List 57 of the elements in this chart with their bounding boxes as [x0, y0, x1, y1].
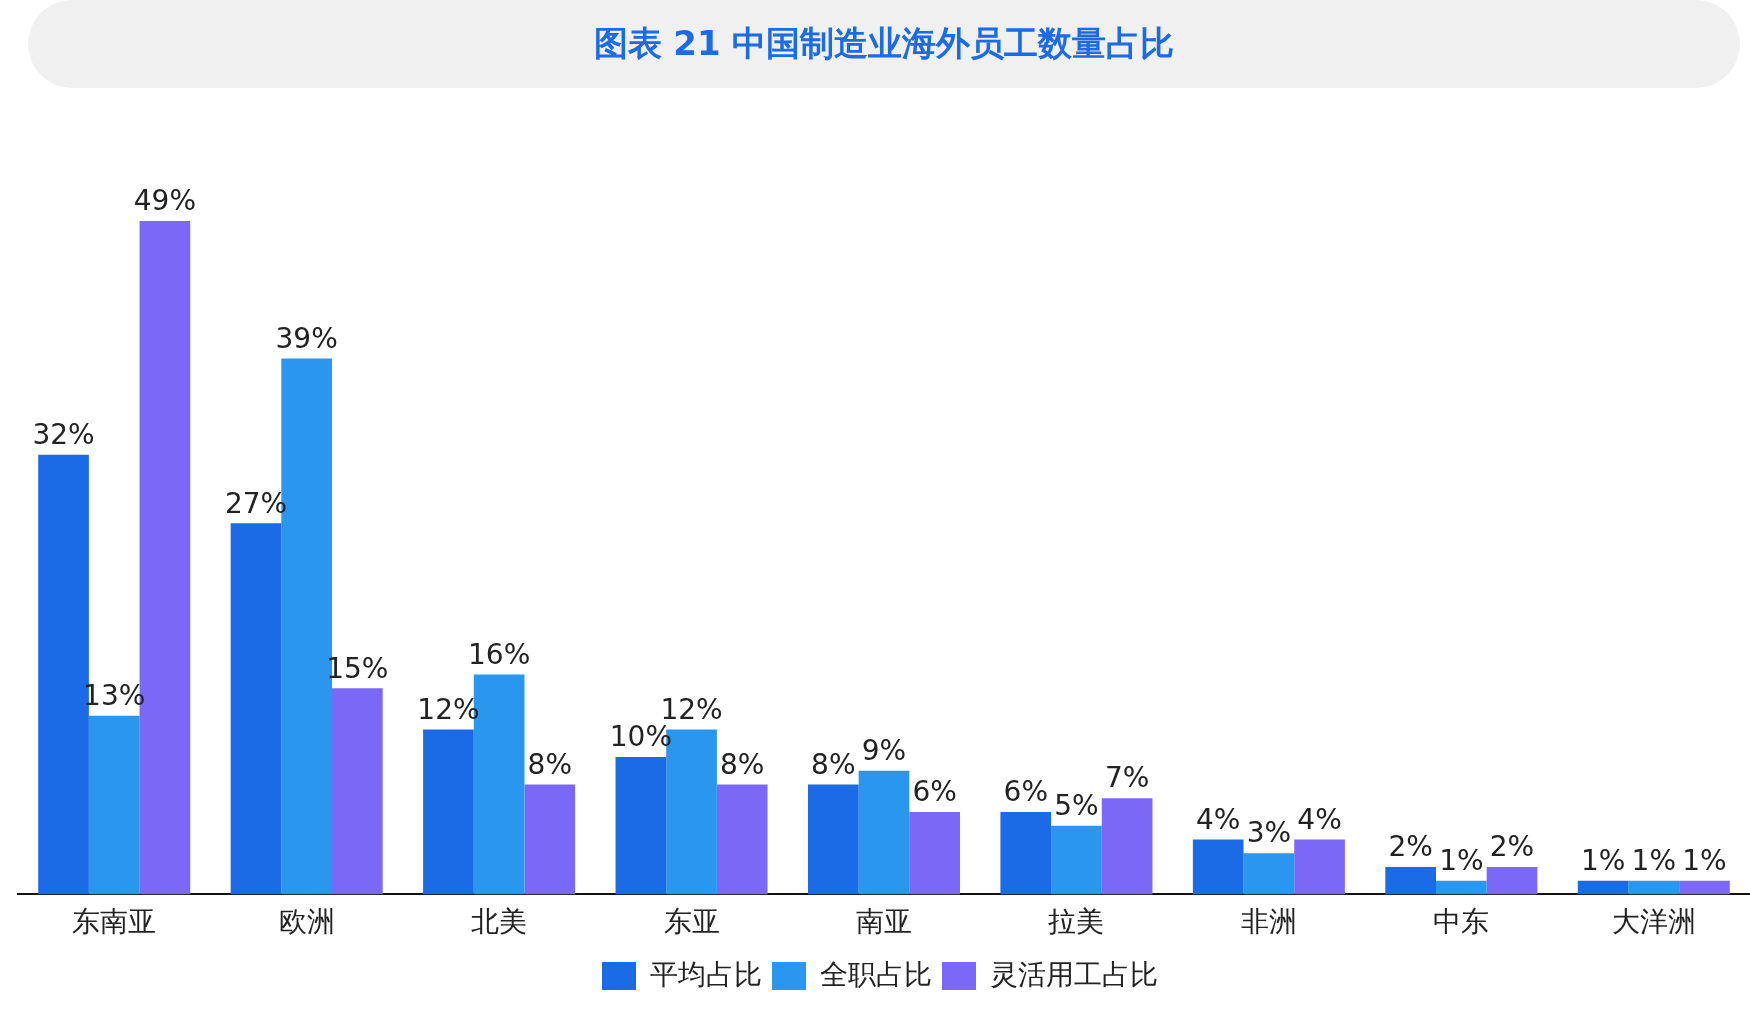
data-label: 1%: [1631, 843, 1676, 877]
data-label: 8%: [720, 747, 765, 781]
bar: [1577, 880, 1629, 895]
data-label: 6%: [912, 775, 957, 809]
bar: [1101, 798, 1153, 895]
data-label: 3%: [1246, 816, 1292, 850]
x-tick-label: 南亚: [856, 905, 912, 937]
bar: [423, 729, 474, 895]
bar: [230, 523, 282, 895]
data-label: 12%: [660, 692, 723, 726]
data-label: 9%: [861, 734, 907, 767]
bar: [1051, 825, 1102, 895]
bar: [1243, 853, 1295, 895]
data-label: 1%: [1580, 843, 1626, 877]
data-label: 39%: [275, 321, 338, 355]
data-label: 4%: [1297, 802, 1342, 836]
legend-label: 全职占比: [820, 958, 932, 990]
x-tick-label: 拉美: [1048, 905, 1105, 937]
bar: [1679, 880, 1730, 895]
bar: [909, 811, 961, 895]
bar: [1294, 839, 1345, 895]
data-label: 6%: [1003, 775, 1048, 809]
data-label: 2%: [1489, 830, 1535, 864]
data-label: 32%: [32, 417, 95, 451]
legend-label: 平均占比: [650, 958, 762, 990]
bar: [858, 770, 910, 895]
x-tick-label: 大洋洲: [1611, 905, 1696, 937]
data-label: 1%: [1682, 843, 1727, 877]
bar: [1486, 866, 1538, 895]
x-tick-label: 非洲: [1240, 905, 1297, 937]
data-label: 8%: [811, 747, 856, 781]
bar: [1192, 839, 1244, 895]
data-label: 1%: [1439, 843, 1484, 877]
bar: [1628, 880, 1680, 895]
bar: [615, 756, 667, 895]
x-tick-label: 东南亚: [72, 905, 157, 937]
bar: [716, 784, 768, 895]
x-tick-label: 东亚: [663, 905, 720, 937]
data-label: 4%: [1196, 802, 1241, 836]
legend-label: 灵活用工占比: [990, 958, 1158, 990]
data-label: 49%: [133, 184, 197, 218]
bar: [524, 784, 576, 895]
x-tick-label: 中东: [1433, 905, 1490, 937]
x-tick-label: 欧洲: [278, 905, 335, 937]
x-tick-label: 北美: [471, 905, 528, 937]
data-label: 5%: [1054, 788, 1099, 822]
bar: [1436, 880, 1487, 895]
chart-title: 图表 21 中国制造业海外员工数量占比: [28, 0, 1740, 88]
data-label: 16%: [467, 637, 531, 671]
data-label: 8%: [527, 747, 572, 781]
bar: [1000, 811, 1052, 895]
data-label: 7%: [1104, 761, 1150, 795]
data-label: 2%: [1388, 830, 1433, 864]
bar: [332, 688, 383, 895]
bar: [1385, 866, 1436, 895]
bar: [807, 784, 859, 895]
bar: [88, 715, 140, 895]
